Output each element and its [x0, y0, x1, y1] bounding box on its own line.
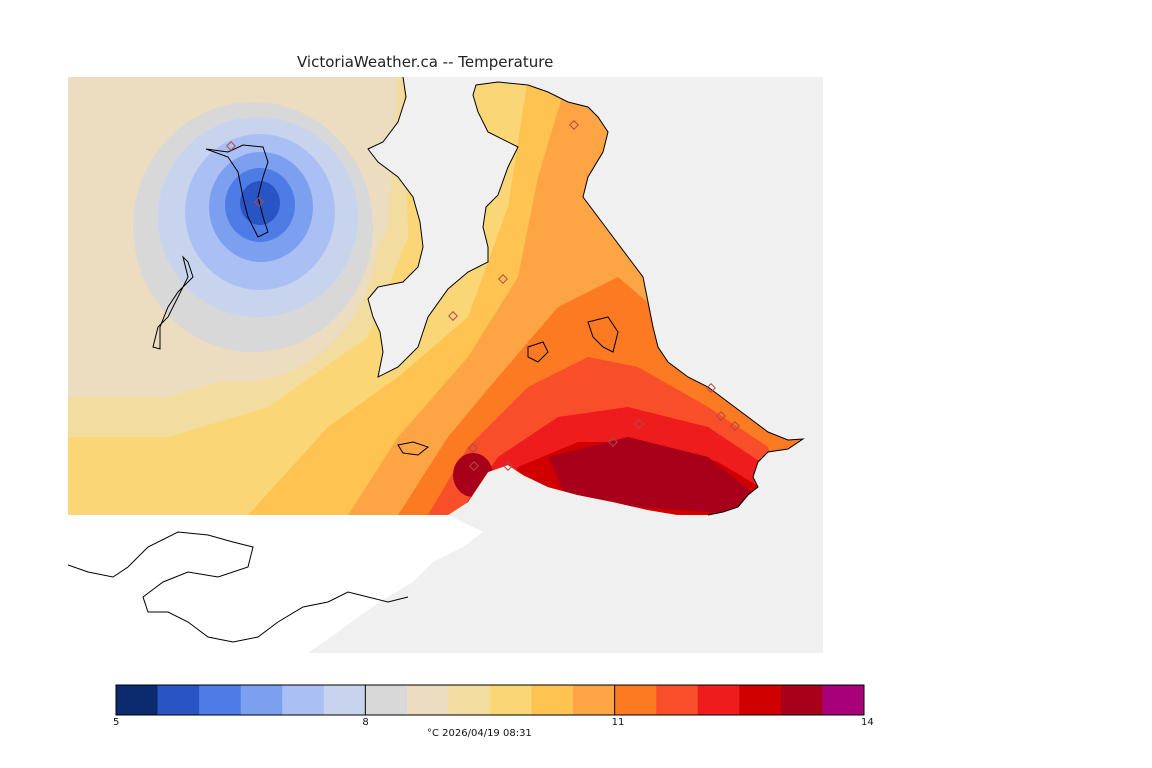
color-legend: 5 8 11 14 °C 2026/04/19 08:31 — [113, 684, 875, 744]
station-marker — [498, 274, 508, 284]
legend-swatch — [157, 685, 200, 715]
legend-caption: °C 2026/04/19 08:31 — [427, 728, 532, 739]
legend-swatch — [822, 685, 865, 715]
station-marker — [503, 461, 513, 471]
legend-swatch — [282, 685, 325, 715]
legend-tick-label: 11 — [611, 717, 625, 728]
legend-swatch — [365, 685, 408, 715]
legend-swatch — [697, 685, 740, 715]
legend-swatch — [490, 685, 533, 715]
legend-tick-label: 14 — [861, 717, 874, 728]
legend-swatch — [531, 685, 574, 715]
station-marker — [608, 437, 618, 447]
legend-swatch — [406, 685, 449, 715]
station-marker — [730, 421, 740, 431]
legend-swatch — [739, 685, 782, 715]
legend-swatch — [116, 685, 159, 715]
station-marker — [706, 383, 716, 393]
legend-color-bar — [115, 684, 865, 716]
legend-swatch — [240, 685, 283, 715]
station-marker — [469, 461, 479, 471]
legend-swatch — [573, 685, 616, 715]
legend-swatch — [323, 685, 366, 715]
station-markers — [226, 120, 740, 471]
us-land — [68, 515, 483, 653]
legend-swatch — [448, 685, 491, 715]
station-marker — [226, 141, 236, 151]
station-marker — [254, 197, 264, 207]
station-marker — [448, 311, 458, 321]
coastline — [68, 77, 805, 643]
station-marker — [634, 419, 644, 429]
temperature-map[interactable] — [68, 77, 823, 653]
legend-swatch — [656, 685, 699, 715]
station-marker — [569, 120, 579, 130]
station-marker — [716, 411, 726, 421]
legend-tick-label: 5 — [113, 717, 120, 728]
station-marker — [468, 443, 478, 453]
legend-tick-label: 8 — [362, 717, 369, 728]
legend-swatch — [780, 685, 823, 715]
map-title: VictoriaWeather.ca -- Temperature — [297, 53, 554, 71]
legend-swatch — [614, 685, 657, 715]
legend-swatch — [199, 685, 242, 715]
